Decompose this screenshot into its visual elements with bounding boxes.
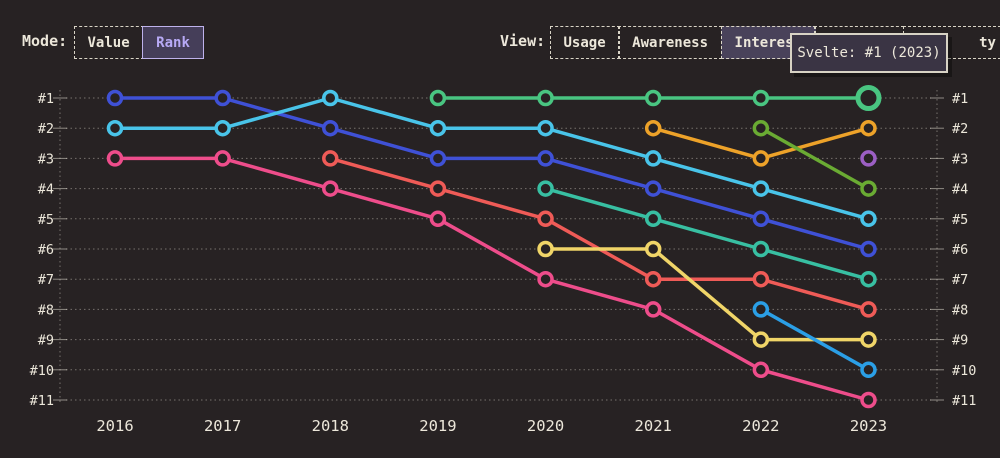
royal-blue-line [113,96,871,251]
view-label: View: [500,32,546,50]
coral-red-line-point[interactable] [752,270,770,288]
chart-tooltip-text: Svelte: #1 (2023) [797,45,941,61]
cyan-line-point[interactable] [322,89,339,107]
cyan-line-point[interactable] [429,119,447,137]
right-rank-label: #4 [952,182,968,198]
yellow-line-point[interactable] [644,240,662,258]
olive-green-line-point[interactable] [752,119,770,137]
olive-green-line [759,126,871,191]
left-rank-label: #5 [38,212,54,228]
sky-blue-line-point[interactable] [752,301,770,318]
mode-label: Mode: [22,32,68,50]
left-rank-label: #8 [38,302,54,318]
coral-red-line-point[interactable] [429,180,447,197]
cyan-line-point[interactable] [106,119,124,137]
right-rank-label: #3 [952,151,968,167]
pink-line-point[interactable] [537,270,554,288]
royal-blue-line-point[interactable] [106,89,124,107]
royal-blue-line-point[interactable] [214,89,231,107]
year-label: 2023 [850,417,887,435]
coral-red-line-point[interactable] [860,301,877,318]
teal-line-point[interactable] [752,240,770,258]
coral-red-line-point[interactable] [537,210,554,228]
left-rank-label: #9 [38,333,54,349]
left-rank-label: #11 [30,393,54,409]
year-label: 2017 [204,417,241,435]
mode-toggle-group: Value Rank [73,26,204,59]
left-rank-label: #2 [38,121,54,137]
right-rank-label: #11 [952,393,976,409]
mode-rank-button[interactable]: Rank [142,26,204,59]
royal-blue-line-point[interactable] [537,150,554,167]
pink-line-point[interactable] [106,150,124,167]
green-line-svelte-point[interactable] [537,89,554,107]
left-rank-label: #3 [38,151,54,167]
cyan-line-point[interactable] [214,119,231,137]
year-label: 2021 [635,417,672,435]
right-rank-label: #1 [952,91,968,107]
royal-blue-line-point[interactable] [752,210,770,228]
year-label: 2022 [742,417,779,435]
right-rank-label: #10 [952,363,976,379]
coral-red-line-point[interactable] [322,150,339,167]
left-rank-label: #1 [38,91,54,107]
year-label: 2020 [527,417,564,435]
coral-red-line [328,156,871,312]
sky-blue-line-point[interactable] [860,361,877,379]
teal-line-point[interactable] [537,180,554,197]
pink-line-point[interactable] [644,301,662,318]
teal-line-point[interactable] [860,270,877,288]
year-label: 2019 [419,417,456,435]
coral-red-line-point[interactable] [644,270,662,288]
royal-blue-line-point[interactable] [644,180,662,197]
orange-line-point[interactable] [644,119,662,137]
royal-blue-line-point[interactable] [429,150,447,167]
cyan-line-point[interactable] [537,119,554,137]
right-rank-label: #7 [952,272,968,288]
right-rank-label: #9 [952,333,968,349]
pink-line [113,156,871,402]
yellow-line-point[interactable] [860,331,877,348]
cyan-line-point[interactable] [644,150,662,167]
left-rank-label: #4 [38,182,54,198]
left-rank-label: #6 [38,242,54,258]
cyan-line-point[interactable] [860,210,877,228]
left-rank-label: #7 [38,272,54,288]
green-line-svelte-point[interactable] [855,85,882,111]
orange-line-point[interactable] [752,150,770,167]
left-rank-label: #10 [30,363,54,379]
yellow-line-point[interactable] [752,331,770,348]
teal-line [543,186,871,281]
purple-point-point[interactable] [860,150,877,167]
pink-line-point[interactable] [322,180,339,197]
cyan-line-point[interactable] [752,180,770,197]
orange-line-point[interactable] [860,119,877,137]
view-usage-button[interactable]: Usage [549,26,620,59]
pink-line-point[interactable] [429,210,447,228]
teal-line-point[interactable] [644,210,662,228]
right-rank-label: #2 [952,121,968,137]
right-rank-label: #8 [952,302,968,318]
pink-line-point[interactable] [752,361,770,379]
right-rank-label: #5 [952,212,968,228]
olive-green-line-point[interactable] [860,180,877,197]
green-line-svelte-point[interactable] [429,89,447,107]
yellow-line-point[interactable] [537,240,554,258]
sky-blue-line [759,307,871,372]
pink-line-point[interactable] [860,391,877,409]
pink-line-point[interactable] [214,150,231,167]
chart-tooltip: Svelte: #1 (2023) [790,33,948,73]
right-rank-label: #6 [952,242,968,258]
year-label: 2018 [312,417,349,435]
green-line-svelte-point[interactable] [752,89,770,107]
green-line-svelte-point[interactable] [644,89,662,107]
royal-blue-line-point[interactable] [860,240,877,258]
year-label: 2016 [96,417,133,435]
cyan-line [113,96,871,221]
royal-blue-line-point[interactable] [322,119,339,137]
